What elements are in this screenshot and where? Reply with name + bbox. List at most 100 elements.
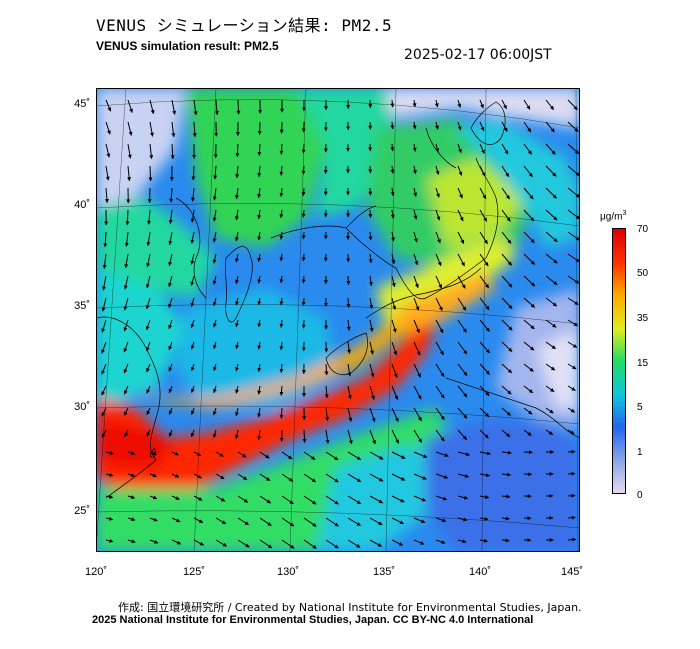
wind-arrow	[127, 165, 132, 182]
wind-arrow	[501, 297, 513, 310]
wind-arrow	[545, 297, 558, 307]
wind-arrow	[235, 143, 240, 158]
wind-arrow	[146, 231, 151, 247]
wind-arrow	[281, 539, 295, 549]
wind-arrow	[545, 121, 555, 133]
wind-arrow	[435, 451, 449, 458]
wind-arrow	[190, 187, 195, 202]
wind-arrow	[215, 473, 225, 480]
wind-arrow	[413, 187, 418, 197]
wind-arrow	[435, 231, 441, 244]
wind-arrow	[325, 539, 339, 549]
lat-label-35: 35˚	[74, 300, 90, 312]
wind-arrow	[257, 143, 262, 156]
wind-arrow	[279, 253, 284, 262]
wind-arrow	[127, 517, 136, 522]
wind-arrow	[479, 495, 490, 499]
wind-arrow	[257, 231, 262, 241]
wind-arrow	[457, 209, 464, 222]
wind-arrow	[235, 253, 239, 263]
wind-arrow	[434, 99, 439, 108]
wind-arrow	[435, 297, 443, 311]
wind-arrow	[347, 451, 362, 461]
wind-arrow	[149, 517, 158, 522]
wind-arrow	[149, 451, 157, 456]
wind-arrow	[369, 539, 382, 547]
wind-arrow	[501, 121, 508, 132]
wind-vectors	[101, 99, 580, 549]
wind-arrow	[479, 275, 490, 289]
wind-arrow	[279, 231, 284, 240]
wind-arrow	[567, 209, 580, 220]
wind-arrow	[501, 429, 511, 438]
colorbar	[612, 228, 626, 494]
wind-arrow	[523, 253, 536, 265]
wind-arrow	[413, 341, 421, 356]
wind-arrow	[170, 143, 175, 160]
wind-arrow	[457, 319, 467, 333]
lon-label-125: 125˚	[182, 566, 206, 578]
wind-arrow	[501, 165, 510, 178]
wind-arrow	[391, 341, 398, 356]
lon-label-145: 145˚	[560, 566, 584, 578]
lon-label-130: 130˚	[276, 566, 300, 578]
wind-arrow	[545, 143, 556, 155]
wind-arrow	[149, 99, 155, 115]
wind-arrow	[212, 209, 217, 222]
wind-arrow	[567, 515, 576, 520]
wind-arrow	[501, 450, 512, 455]
wind-arrow	[281, 473, 294, 482]
wind-arrow	[567, 231, 580, 241]
wind-arrow	[501, 472, 512, 477]
wind-arrow	[279, 363, 284, 373]
wind-arrow	[479, 516, 489, 521]
wind-arrow	[413, 539, 425, 545]
wind-arrow	[168, 363, 173, 372]
wind-arrow	[257, 253, 262, 262]
wind-arrow	[390, 121, 395, 130]
wind-arrow	[279, 341, 284, 351]
wind-arrow	[105, 538, 114, 543]
colorbar-tick-15: 15	[637, 358, 649, 369]
wind-arrow	[171, 451, 179, 456]
wind-arrow	[457, 253, 465, 267]
wind-arrow	[171, 121, 176, 138]
wind-arrow	[567, 297, 579, 306]
wind-arrow	[146, 341, 151, 352]
wind-arrow	[279, 385, 284, 396]
wind-arrow	[302, 429, 307, 443]
colorbar-unit-base: μg/m	[600, 211, 623, 223]
wind-arrow	[101, 363, 107, 375]
wind-arrow	[435, 385, 445, 399]
wind-arrow	[479, 121, 485, 132]
wind-arrow	[148, 165, 153, 182]
wind-arrow	[325, 473, 339, 483]
wind-arrow	[169, 187, 174, 203]
wind-arrow	[435, 517, 447, 523]
wind-arrow	[215, 495, 226, 502]
wind-arrow	[127, 451, 136, 456]
wind-arrow	[413, 209, 418, 220]
wind-arrow	[391, 319, 397, 333]
wind-arrow	[479, 231, 488, 245]
wind-arrow	[257, 165, 262, 178]
wind-arrow	[171, 495, 180, 500]
wind-arrow	[369, 429, 376, 445]
wind-arrow	[413, 451, 428, 458]
wind-arrow	[325, 495, 339, 505]
wind-arrow	[567, 99, 578, 111]
wind-arrow	[457, 363, 468, 377]
wind-arrow	[168, 407, 173, 415]
wind-arrow	[259, 451, 270, 459]
wind-arrow	[457, 297, 467, 311]
wind-arrow	[149, 539, 159, 544]
wind-arrow	[369, 297, 374, 309]
wind-arrow	[369, 385, 375, 400]
wind-arrow	[147, 209, 152, 225]
wind-arrow	[145, 319, 151, 331]
wind-arrow	[435, 363, 445, 378]
wind-arrow	[479, 99, 484, 109]
wind-arrow	[457, 385, 468, 398]
wind-arrow	[390, 143, 395, 152]
wind-arrow	[168, 275, 173, 288]
